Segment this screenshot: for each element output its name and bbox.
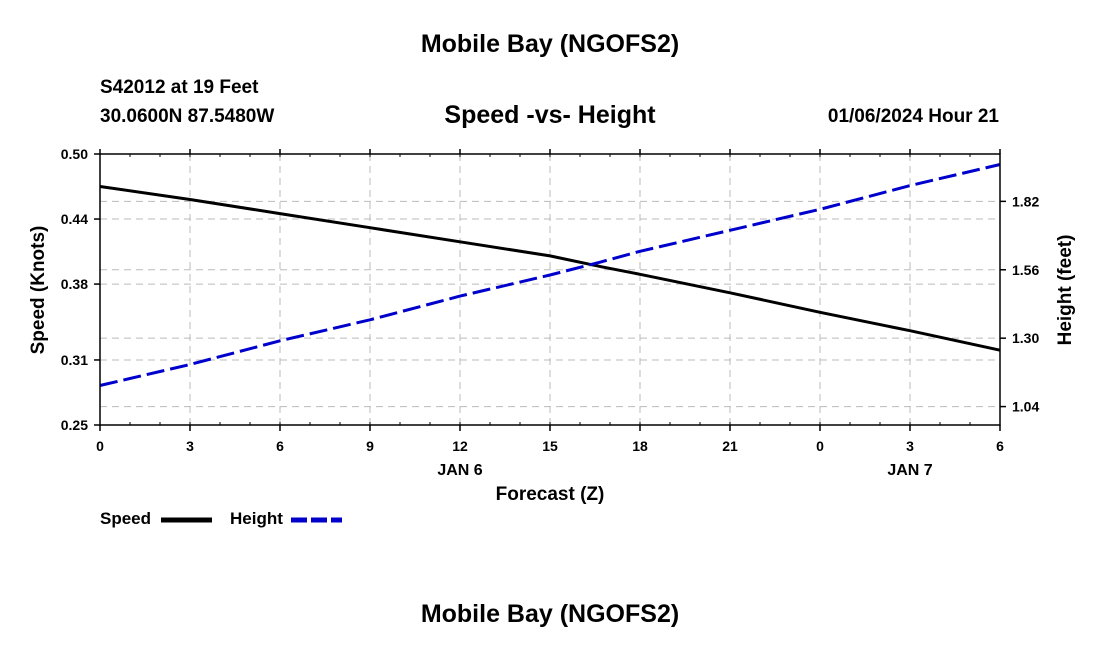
legend-height-swatch bbox=[291, 517, 342, 523]
footer-title: Mobile Bay (NGOFS2) bbox=[420, 600, 680, 628]
y-tick-label: 0.44 bbox=[61, 211, 88, 227]
y2-tick-label: 1.04 bbox=[1012, 399, 1039, 415]
forecast-datetime: 01/06/2024 Hour 21 bbox=[827, 106, 999, 127]
y-tick-label: 0.25 bbox=[61, 417, 88, 433]
x-tick-label: 21 bbox=[722, 438, 738, 454]
y2-tick-label: 1.56 bbox=[1012, 262, 1039, 278]
date-label: JAN 6 bbox=[437, 462, 482, 479]
x-tick-label: 3 bbox=[906, 438, 914, 454]
y-tick-label: 0.31 bbox=[61, 352, 88, 368]
y-tick-label: 0.50 bbox=[61, 146, 88, 162]
grid-lines bbox=[100, 154, 1000, 425]
x-tick-label: 3 bbox=[186, 438, 194, 454]
legend-height-label: Height bbox=[230, 509, 283, 528]
chart-title: Speed -vs- Height bbox=[444, 101, 656, 129]
x-tick-label: 9 bbox=[366, 438, 374, 454]
tick-labels: 0 3 6 9 12 15 18 21 0 3 6 JAN 6 JAN 7 0.50 0.44 0.38 0.3… bbox=[61, 146, 1040, 479]
legend-speed-swatch bbox=[161, 517, 212, 523]
x-axis-label: Forecast (Z) bbox=[496, 484, 605, 505]
x-tick-label: 18 bbox=[632, 438, 648, 454]
y2-axis-label: Height (feet) bbox=[1055, 235, 1076, 346]
y-axis-label: Speed (Knots) bbox=[28, 226, 49, 355]
y2-tick-label: 1.82 bbox=[1012, 193, 1039, 209]
legend-speed-label: Speed bbox=[100, 509, 152, 528]
x-tick-label: 0 bbox=[816, 438, 824, 454]
x-tick-label: 12 bbox=[452, 438, 468, 454]
station-coordinates: 30.0600N 87.5480W bbox=[100, 106, 275, 127]
x-tick-label: 6 bbox=[276, 438, 284, 454]
x-tick-label: 15 bbox=[542, 438, 558, 454]
page-title: Mobile Bay (NGOFS2) bbox=[420, 30, 680, 58]
y-tick-label: 0.38 bbox=[61, 276, 88, 292]
legend-height: Height bbox=[230, 509, 283, 529]
date-label: JAN 7 bbox=[887, 462, 932, 479]
tick-marks bbox=[94, 149, 1006, 431]
series-layer bbox=[99, 163, 1001, 387]
x-tick-label: 0 bbox=[96, 438, 104, 454]
x-tick-label: 6 bbox=[996, 438, 1004, 454]
station-label: S42012 at 19 Feet bbox=[100, 77, 259, 98]
legend-speed: Speed bbox=[100, 509, 151, 529]
series-line-height bbox=[99, 163, 1001, 387]
y2-tick-label: 1.30 bbox=[1012, 330, 1039, 346]
series-line-speed bbox=[99, 185, 1001, 352]
